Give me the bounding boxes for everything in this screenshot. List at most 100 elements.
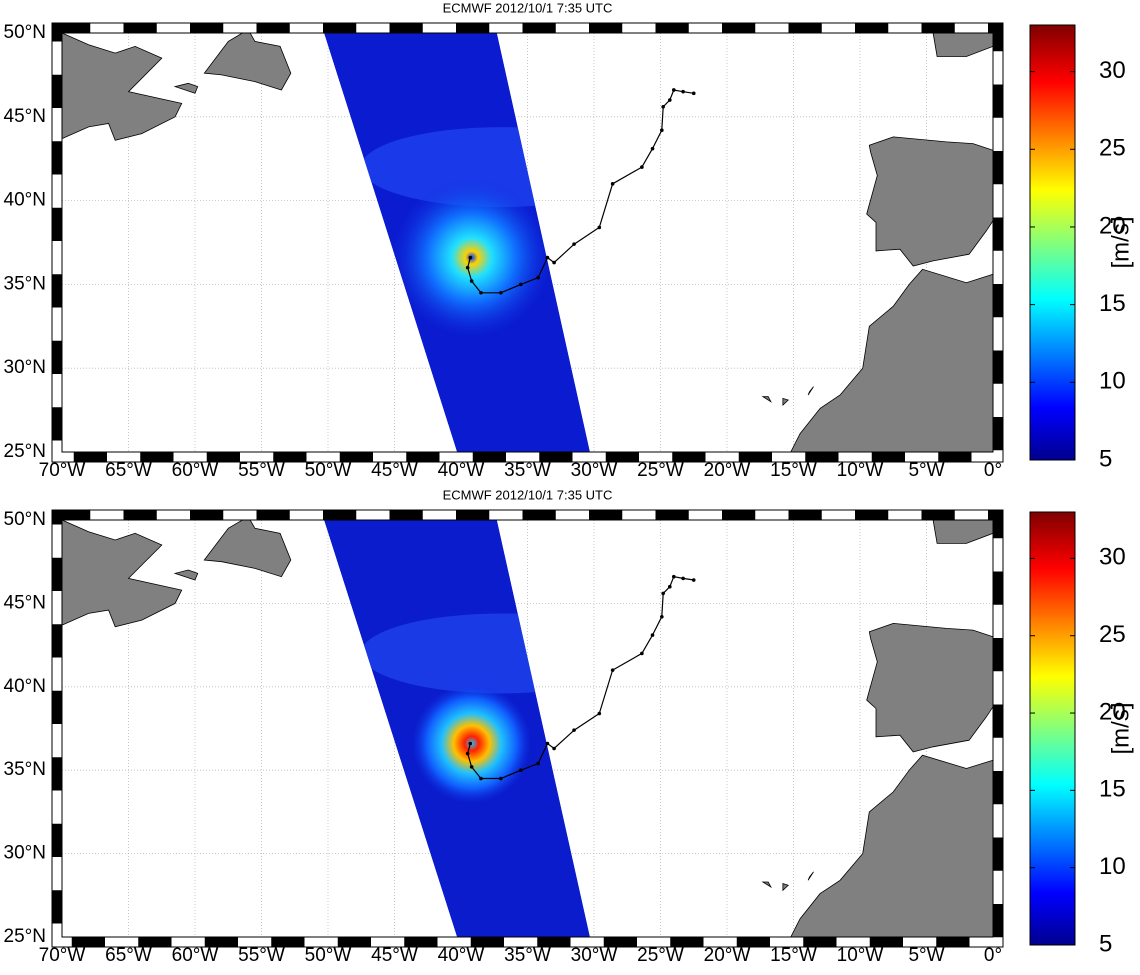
colorbar-tick-label: 15	[1099, 776, 1126, 803]
lat-tick-label: 30°N	[4, 843, 46, 864]
lon-tick-label: 50°W	[305, 460, 352, 481]
track-point	[499, 776, 503, 781]
track-point	[468, 255, 473, 260]
land	[866, 136, 994, 267]
land	[173, 569, 199, 581]
wind-swath	[324, 520, 590, 937]
lon-tick-label: 45°W	[371, 945, 418, 966]
track-point	[640, 651, 644, 656]
track-point	[465, 265, 470, 270]
lon-tick-label: 5°W	[908, 945, 944, 966]
lat-tick-label: 40°N	[4, 676, 46, 697]
lat-tick-label: 25°N	[4, 441, 46, 462]
track-point	[597, 711, 602, 716]
colorbar-tick-label: 25	[1099, 135, 1126, 162]
lon-tick-label: 25°W	[637, 460, 684, 481]
colorbar-tick-label: 5	[1099, 445, 1112, 472]
lon-tick-label: 45°W	[371, 460, 418, 481]
colorbar-tick-label: 5	[1099, 930, 1112, 957]
lat-tick-label: 35°N	[4, 759, 46, 780]
land	[807, 386, 814, 396]
land	[782, 397, 789, 407]
lon-tick-label: 55°W	[238, 945, 285, 966]
track-point	[536, 761, 540, 766]
land	[932, 519, 994, 544]
track-point	[610, 668, 615, 672]
colorbar-tick-label: 30	[1099, 544, 1126, 571]
colorbar-tick-label: 20	[1099, 698, 1126, 725]
track-point	[660, 614, 664, 619]
colorbar-tick-label: 25	[1099, 621, 1126, 648]
land	[932, 32, 994, 57]
lon-tick-label: 20°W	[704, 460, 751, 481]
land	[761, 881, 772, 889]
lon-tick-label: 5°W	[908, 460, 944, 481]
track-point	[552, 260, 556, 265]
lat-tick-label: 35°N	[4, 273, 46, 294]
lon-tick-label: 15°W	[770, 945, 817, 966]
lon-tick-label: 25°W	[637, 945, 684, 966]
lat-tick-label: 45°N	[4, 592, 46, 613]
lon-tick-label: 65°W	[105, 945, 152, 966]
land	[807, 871, 814, 881]
lat-tick-label: 45°N	[4, 106, 46, 127]
colorbar-label: [m/s]	[1107, 217, 1134, 269]
track-point	[650, 146, 655, 151]
track-point	[660, 128, 664, 133]
track-point	[661, 104, 665, 109]
land	[866, 622, 994, 753]
track-point	[661, 591, 665, 596]
frame-inner	[61, 519, 994, 938]
lat-tick-label: 40°N	[4, 190, 46, 211]
wind-band	[360, 613, 590, 694]
track-point	[610, 182, 615, 186]
lon-tick-label: 70°W	[39, 945, 86, 966]
track-point	[479, 290, 483, 295]
lon-tick-label: 20°W	[704, 945, 751, 966]
track-point	[499, 290, 503, 295]
land	[61, 32, 183, 141]
track-point	[536, 275, 540, 280]
track-point	[479, 776, 483, 781]
colorbar	[1029, 24, 1076, 461]
track-point	[597, 225, 602, 230]
colorbar-tick-label: 10	[1099, 368, 1126, 395]
track-point	[668, 584, 672, 589]
colorbar-tick-label: 20	[1099, 212, 1126, 239]
map-title: ECMWF 2012/10/1 7:35 UTC	[443, 0, 613, 15]
land	[790, 754, 994, 938]
frame-inner	[61, 32, 994, 453]
track-point	[572, 728, 576, 732]
track-point	[572, 242, 576, 246]
lon-tick-label: 65°W	[105, 460, 152, 481]
lon-tick-label: 10°W	[837, 460, 884, 481]
lon-tick-label: 35°W	[504, 945, 551, 966]
colorbar-tick-label: 15	[1099, 290, 1126, 317]
track-point	[545, 741, 550, 746]
land	[782, 883, 789, 892]
land	[790, 268, 994, 453]
land	[203, 516, 292, 578]
track-point	[691, 91, 696, 96]
track-point	[681, 89, 685, 94]
track-point	[672, 574, 676, 579]
frame-black	[52, 23, 1003, 462]
track-point	[640, 165, 644, 169]
track-point	[469, 279, 474, 283]
lon-tick-label: 40°W	[438, 945, 485, 966]
lon-tick-label: 50°W	[305, 945, 352, 966]
frame-black	[52, 510, 1003, 947]
colorbar	[1029, 511, 1076, 946]
track-point	[519, 282, 523, 287]
lon-tick-label: 30°W	[571, 945, 618, 966]
lon-tick-label: 35°W	[504, 460, 551, 481]
frame-outline	[51, 509, 1004, 948]
colorbar-tick-label: 10	[1099, 853, 1126, 880]
track-point	[691, 578, 696, 582]
land	[203, 29, 292, 91]
track-point	[552, 746, 556, 751]
track-point	[681, 576, 685, 581]
